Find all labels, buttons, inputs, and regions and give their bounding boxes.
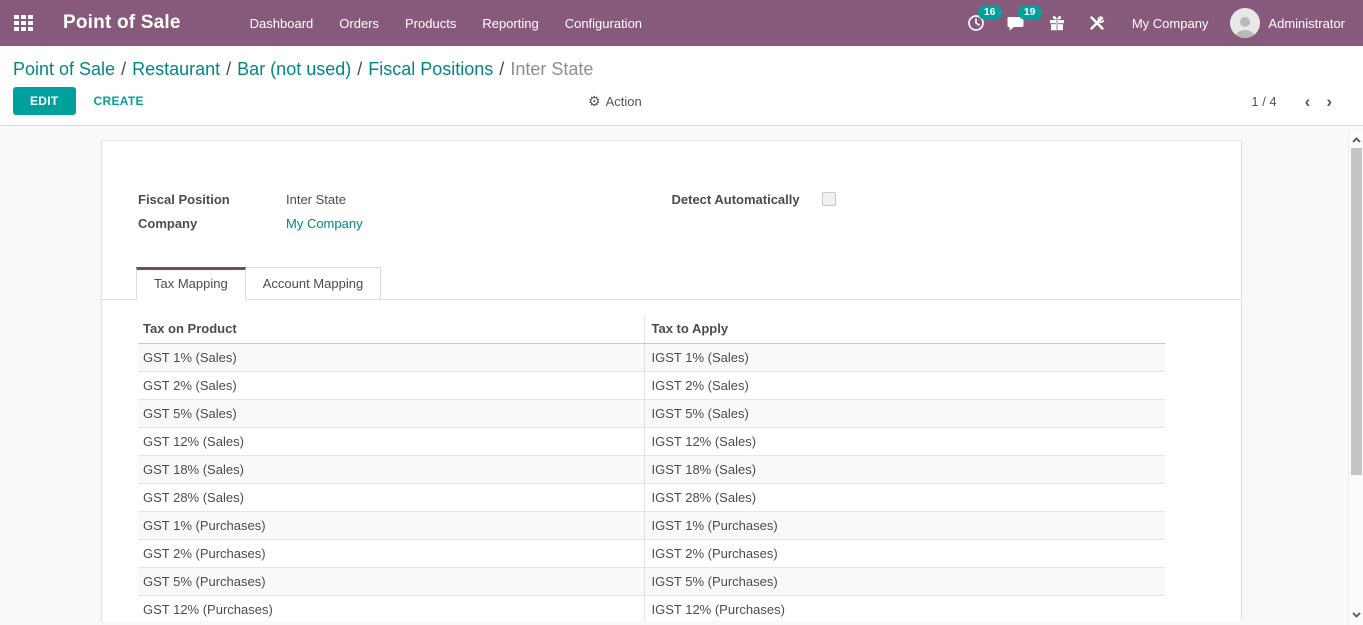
- gift-button[interactable]: [1048, 14, 1066, 32]
- table-row[interactable]: GST 1% (Purchases) IGST 1% (Purchases): [138, 511, 1165, 540]
- clock-icon: [967, 14, 985, 32]
- breadcrumb-current: Inter State: [510, 59, 594, 79]
- tools-icon: [1088, 14, 1106, 32]
- tools-button[interactable]: [1088, 14, 1106, 32]
- table-row[interactable]: GST 1% (Sales) IGST 1% (Sales): [138, 343, 1165, 372]
- action-menu-button[interactable]: ⚙ Action: [588, 93, 642, 110]
- tax-on-product-cell[interactable]: GST 18% (Sales): [138, 455, 645, 484]
- user-avatar[interactable]: [1230, 8, 1261, 38]
- chat-bubble-icon: [1007, 14, 1026, 32]
- tax-on-product-cell[interactable]: GST 2% (Sales): [138, 371, 645, 400]
- detect-automatically-label: Detect Automatically: [671, 191, 800, 207]
- main-menu: Dashboard Orders Products Reporting Conf…: [237, 2, 655, 45]
- col-header-tax-on-product: Tax on Product: [138, 315, 645, 344]
- fiscal-position-label: Fiscal Position: [138, 191, 230, 207]
- gift-icon: [1048, 14, 1066, 32]
- tax-on-product-cell[interactable]: GST 28% (Sales): [138, 483, 645, 512]
- tax-to-apply-cell[interactable]: IGST 2% (Sales): [644, 371, 1165, 400]
- tax-on-product-cell[interactable]: GST 2% (Purchases): [138, 539, 645, 568]
- left-field-group: Fiscal Position Inter State Company My C…: [138, 187, 672, 235]
- action-label: Action: [605, 93, 642, 109]
- tax-on-product-cell[interactable]: GST 5% (Purchases): [138, 567, 645, 596]
- detect-automatically-checkbox[interactable]: [821, 192, 836, 206]
- table-row[interactable]: GST 28% (Sales) IGST 28% (Sales): [138, 483, 1165, 512]
- right-field-group: Detect Automatically: [672, 187, 1206, 235]
- navbar-right: 16 19 My Company Administrator: [945, 5, 1345, 38]
- table-row[interactable]: GST 12% (Sales) IGST 12% (Sales): [138, 427, 1165, 456]
- create-button[interactable]: CREATE: [93, 94, 144, 108]
- company-switcher[interactable]: My Company: [1131, 15, 1209, 31]
- breadcrumb-separator: /: [357, 59, 363, 79]
- pager-next-icon[interactable]: ›: [1326, 91, 1332, 111]
- table-row[interactable]: GST 2% (Sales) IGST 2% (Sales): [138, 371, 1165, 400]
- scrollbar-thumb[interactable]: [1351, 148, 1362, 475]
- menu-configuration[interactable]: Configuration: [564, 15, 643, 31]
- tab-tax-mapping[interactable]: Tax Mapping: [136, 267, 246, 300]
- breadcrumb-separator: /: [226, 59, 232, 79]
- tax-to-apply-cell[interactable]: IGST 12% (Sales): [644, 427, 1165, 456]
- tax-mapping-table: Tax on Product Tax to Apply GST 1% (Sale…: [138, 315, 1165, 621]
- menu-orders[interactable]: Orders: [339, 15, 380, 31]
- pager-previous-icon[interactable]: ‹: [1304, 91, 1311, 111]
- user-menu[interactable]: Administrator: [1268, 15, 1345, 31]
- table-row[interactable]: GST 12% (Purchases) IGST 12% (Purchases): [138, 595, 1165, 621]
- pager: 1 / 4 ‹ ›: [1251, 93, 1340, 110]
- gear-icon: ⚙: [588, 92, 601, 109]
- messages-button[interactable]: 19: [1007, 5, 1042, 32]
- table-row[interactable]: GST 18% (Sales) IGST 18% (Sales): [138, 455, 1165, 484]
- tax-to-apply-cell[interactable]: IGST 12% (Purchases): [644, 595, 1165, 621]
- notebook: Tax Mapping Account Mapping Tax on Produ…: [102, 267, 1241, 621]
- control-panel: Point of Sale / Restaurant / Bar (not used) /…: [0, 46, 1363, 126]
- activities-button[interactable]: 16: [967, 5, 1002, 32]
- tab-bar: Tax Mapping Account Mapping: [102, 267, 1241, 300]
- edit-button[interactable]: EDIT: [13, 87, 76, 115]
- field-groups: Fiscal Position Inter State Company My C…: [138, 187, 1205, 235]
- apps-menu-icon[interactable]: [14, 14, 33, 32]
- control-buttons-row: EDIT CREATE ⚙ Action 1 / 4 ‹ ›: [0, 83, 1363, 125]
- table-row[interactable]: GST 2% (Purchases) IGST 2% (Purchases): [138, 539, 1165, 568]
- app-title: Point of Sale: [63, 12, 181, 33]
- menu-products[interactable]: Products: [405, 15, 457, 31]
- tax-to-apply-cell[interactable]: IGST 2% (Purchases): [644, 539, 1165, 568]
- activity-count-badge: 16: [977, 5, 1002, 20]
- breadcrumb-separator: /: [121, 59, 127, 79]
- tax-to-apply-cell[interactable]: IGST 5% (Purchases): [644, 567, 1165, 596]
- tax-on-product-cell[interactable]: GST 1% (Purchases): [138, 511, 645, 540]
- scroll-down-icon[interactable]: [1349, 607, 1363, 623]
- breadcrumb-fiscal-positions[interactable]: Fiscal Positions: [368, 59, 494, 79]
- tax-on-product-cell[interactable]: GST 1% (Sales): [138, 343, 645, 372]
- tax-on-product-cell[interactable]: GST 12% (Purchases): [138, 595, 645, 621]
- table-header-row: Tax on Product Tax to Apply: [138, 315, 1165, 344]
- message-count-badge: 19: [1017, 5, 1042, 20]
- breadcrumb: Point of Sale / Restaurant / Bar (not used) /…: [0, 46, 1363, 83]
- tax-to-apply-cell[interactable]: IGST 18% (Sales): [644, 455, 1165, 484]
- top-navbar: Point of Sale Dashboard Orders Products …: [0, 0, 1363, 46]
- fiscal-position-value: Inter State: [286, 191, 346, 207]
- tax-to-apply-cell[interactable]: IGST 5% (Sales): [644, 399, 1165, 428]
- table-row[interactable]: GST 5% (Sales) IGST 5% (Sales): [138, 399, 1165, 428]
- tax-to-apply-cell[interactable]: IGST 1% (Purchases): [644, 511, 1165, 540]
- menu-dashboard[interactable]: Dashboard: [249, 15, 314, 31]
- menu-reporting[interactable]: Reporting: [482, 15, 539, 31]
- company-label: Company: [138, 215, 198, 231]
- company-value-link[interactable]: My Company: [286, 215, 363, 231]
- table-row[interactable]: GST 5% (Purchases) IGST 5% (Purchases): [138, 567, 1165, 596]
- breadcrumb-bar-not-used[interactable]: Bar (not used): [237, 59, 352, 79]
- tab-account-mapping[interactable]: Account Mapping: [245, 267, 382, 300]
- breadcrumb-restaurant[interactable]: Restaurant: [132, 59, 221, 79]
- tax-on-product-cell[interactable]: GST 12% (Sales): [138, 427, 645, 456]
- breadcrumb-point-of-sale[interactable]: Point of Sale: [13, 59, 116, 79]
- tax-mapping-panel: Tax on Product Tax to Apply GST 1% (Sale…: [102, 315, 1241, 621]
- tax-to-apply-cell[interactable]: IGST 1% (Sales): [644, 343, 1165, 372]
- vertical-scrollbar: [1348, 130, 1363, 625]
- pager-value: 1 / 4: [1251, 93, 1277, 109]
- scroll-up-icon[interactable]: [1349, 132, 1363, 148]
- tax-to-apply-cell[interactable]: IGST 28% (Sales): [644, 483, 1165, 512]
- col-header-tax-to-apply: Tax to Apply: [644, 315, 1165, 344]
- tax-on-product-cell[interactable]: GST 5% (Sales): [138, 399, 645, 428]
- content-area: Fiscal Position Inter State Company My C…: [0, 126, 1363, 621]
- breadcrumb-separator: /: [499, 59, 505, 79]
- form-sheet: Fiscal Position Inter State Company My C…: [101, 140, 1242, 621]
